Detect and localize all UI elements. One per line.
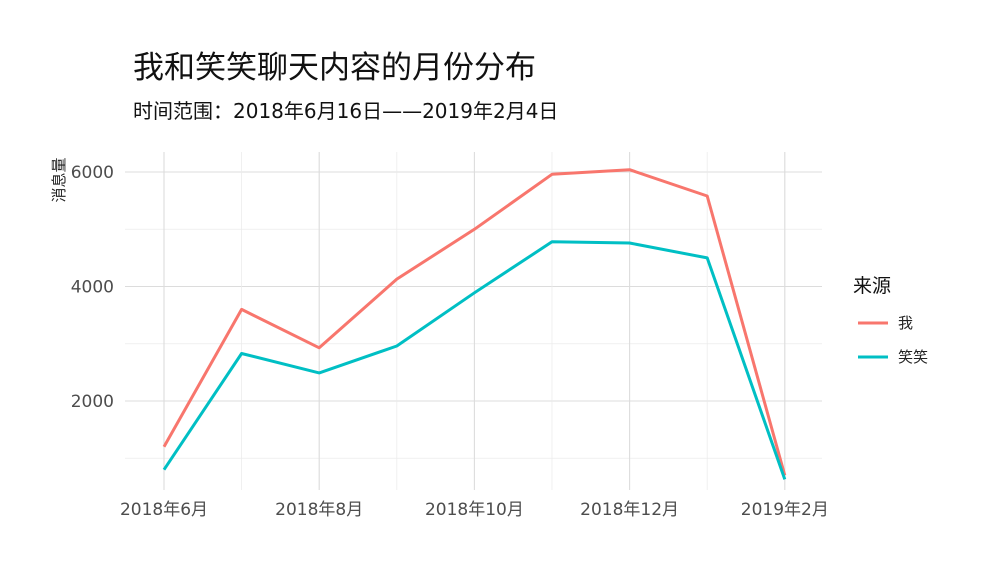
chart-subtitle: 时间范围：2018年6月16日——2019年2月4日	[133, 99, 558, 123]
series-line-0	[162, 168, 787, 476]
legend-label-0: 我	[898, 314, 913, 332]
y-axis-label: 消息量	[50, 157, 68, 202]
y-axis-ticks: 2000 4000 6000	[71, 163, 114, 412]
y-tick-label: 4000	[71, 278, 114, 298]
x-tick-label: 2019年2月	[741, 500, 829, 520]
x-tick-label: 2018年6月	[120, 500, 208, 520]
series-lines	[162, 168, 787, 480]
x-tick-label: 2018年12月	[580, 500, 679, 520]
x-tick-label: 2018年10月	[425, 500, 524, 520]
chart-title: 我和笑笑聊天内容的月份分布	[133, 50, 536, 86]
legend-title: 来源	[853, 275, 891, 297]
legend-label-1: 笑笑	[898, 348, 928, 366]
legend: 来源 我笑笑	[853, 275, 928, 366]
series-line-1	[162, 240, 787, 480]
x-axis-ticks: 2018年6月 2018年8月 2018年10月 2018年12月 2019年2月	[120, 500, 829, 520]
gridlines	[125, 152, 822, 490]
y-tick-label: 6000	[71, 163, 114, 183]
y-tick-label: 2000	[71, 392, 114, 412]
x-tick-label: 2018年8月	[275, 500, 363, 520]
